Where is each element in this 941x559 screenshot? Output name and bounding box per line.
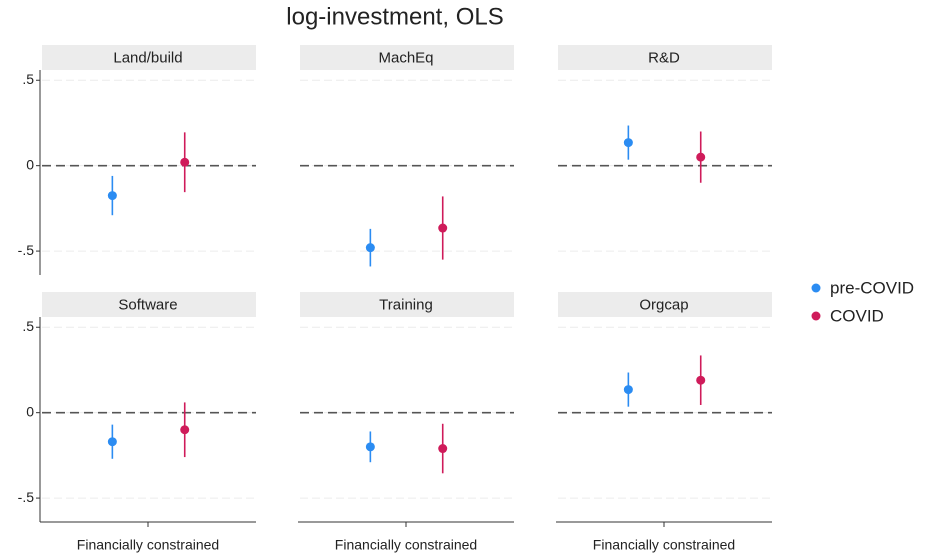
- x-tick-label: Financially constrained: [593, 537, 735, 553]
- strip-background: [42, 45, 256, 70]
- point: [696, 375, 706, 385]
- strip-background: [558, 45, 772, 70]
- y-tick-label: -.5: [18, 242, 35, 258]
- panel-title: Land/build: [113, 49, 182, 66]
- point: [438, 223, 448, 233]
- strip-background: [300, 292, 514, 317]
- panel-title: Training: [379, 296, 433, 313]
- y-tick-label: -.5: [18, 489, 35, 505]
- point: [623, 138, 633, 148]
- point: [438, 444, 448, 454]
- strip-background: [300, 45, 514, 70]
- y-tick-label: 0: [26, 403, 34, 419]
- chart-title: log-investment, OLS: [286, 3, 503, 30]
- point: [107, 437, 117, 447]
- legend-marker: [811, 311, 821, 321]
- y-tick-label: 0: [26, 156, 34, 172]
- strip-background: [42, 292, 256, 317]
- point: [107, 191, 117, 201]
- legend-marker: [811, 283, 821, 293]
- point: [365, 442, 375, 452]
- strip-background: [558, 292, 772, 317]
- panel-title: MachEq: [378, 49, 433, 66]
- x-tick-label: Financially constrained: [335, 537, 477, 553]
- point: [365, 243, 375, 253]
- point: [623, 385, 633, 395]
- panel-title: Orgcap: [639, 296, 688, 313]
- legend-label: COVID: [830, 306, 884, 325]
- x-tick-label: Financially constrained: [77, 537, 219, 553]
- legend-label: pre-COVID: [830, 278, 914, 297]
- panel-title: R&D: [648, 49, 680, 66]
- point: [696, 152, 706, 162]
- point: [180, 157, 190, 167]
- panel-title: Software: [118, 296, 177, 313]
- point: [180, 425, 190, 435]
- y-tick-label: .5: [22, 318, 34, 334]
- y-tick-label: .5: [22, 71, 34, 87]
